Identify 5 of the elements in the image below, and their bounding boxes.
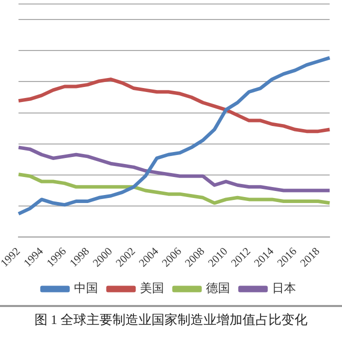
legend-label: 日本 [272,281,296,296]
legend-label: 德国 [206,281,230,296]
text: 图 1 全球主要制造业国家制造业增加值占比变化 [0,305,342,329]
legend-label: 中国 [74,281,98,296]
legend-label: 美国 [140,281,164,296]
